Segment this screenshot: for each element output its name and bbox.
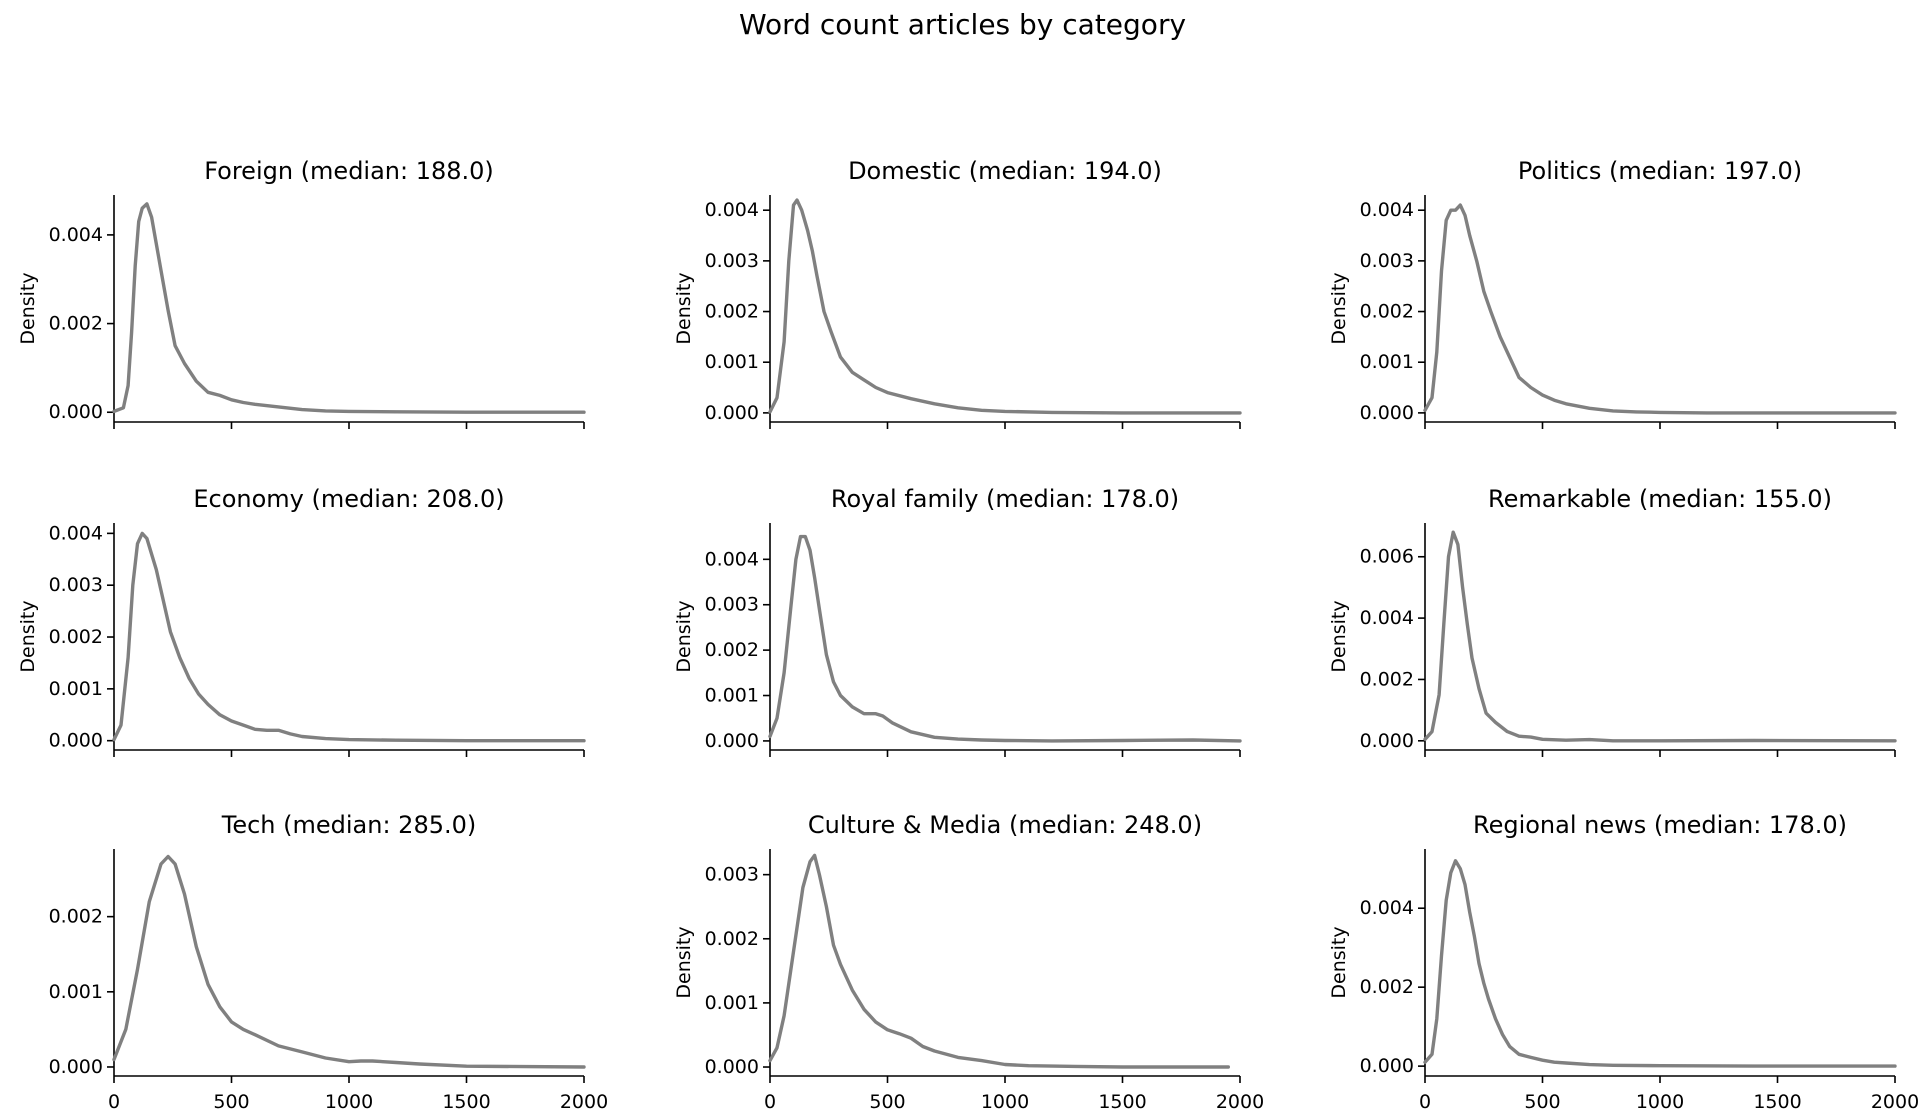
subplot: 0.000 0.001 0.002 0.003 0.004 Domestic (media… bbox=[673, 157, 1242, 429]
y-tick-label: 0.002 bbox=[705, 639, 759, 661]
y-tick-label: 0.000 bbox=[1360, 730, 1414, 752]
density-line bbox=[112, 854, 586, 1069]
y-tick-label: 0.002 bbox=[1360, 301, 1414, 323]
x-tick-label: 1500 bbox=[442, 1091, 490, 1113]
y-tick-label: 0.003 bbox=[705, 250, 759, 272]
subplot-title: Royal family (median: 178.0) bbox=[831, 485, 1179, 513]
y-axis-label: Density bbox=[673, 926, 695, 998]
y-tick-label: 0.006 bbox=[1360, 546, 1414, 568]
y-tick-label: 0.002 bbox=[49, 906, 103, 928]
y-tick-label: 0.002 bbox=[705, 928, 759, 950]
y-tick-label: 0.000 bbox=[1360, 402, 1414, 424]
y-tick-label: 0.001 bbox=[705, 351, 759, 373]
y-tick-label: 0.003 bbox=[705, 864, 759, 886]
density-line bbox=[1423, 859, 1897, 1068]
y-tick-label: 0.000 bbox=[49, 1056, 103, 1078]
y-tick-label: 0.001 bbox=[705, 992, 759, 1014]
y-tick-label: 0.000 bbox=[1360, 1055, 1414, 1077]
y-tick-label: 0.000 bbox=[705, 730, 759, 752]
x-tick-label: 500 bbox=[869, 1091, 905, 1113]
y-tick-label: 0.003 bbox=[1360, 250, 1414, 272]
y-tick-label: 0.000 bbox=[49, 401, 103, 423]
y-axis-label: Density bbox=[17, 600, 39, 672]
x-tick-label: 0 bbox=[108, 1091, 120, 1113]
subplot: 0.000 0.002 0.004 0.006 Remarkable (median: … bbox=[1328, 485, 1897, 757]
subplot-title: Culture & Media (median: 248.0) bbox=[808, 811, 1202, 839]
x-tick-label: 1500 bbox=[1098, 1091, 1146, 1113]
y-tick-label: 0.002 bbox=[1360, 668, 1414, 690]
figure-title: Word count articles by category bbox=[738, 8, 1187, 41]
y-tick-label: 0.000 bbox=[705, 1056, 759, 1078]
x-tick-label: 2000 bbox=[1216, 1091, 1264, 1113]
subplot-title: Regional news (median: 178.0) bbox=[1473, 811, 1847, 839]
subplot: 0.000 0.001 0.002 0 500 1000 1500 2000 Tech (med… bbox=[49, 811, 609, 1113]
y-tick-label: 0.002 bbox=[1360, 976, 1414, 998]
x-tick-label: 500 bbox=[1524, 1091, 1560, 1113]
x-tick-label: 2000 bbox=[1871, 1091, 1919, 1113]
density-line bbox=[1423, 530, 1897, 743]
x-tick-label: 1000 bbox=[325, 1091, 373, 1113]
x-tick-label: 2000 bbox=[560, 1091, 608, 1113]
y-tick-label: 0.002 bbox=[705, 301, 759, 323]
y-tick-label: 0.001 bbox=[705, 685, 759, 707]
y-axis-label: Density bbox=[1328, 272, 1350, 344]
x-tick-label: 0 bbox=[1419, 1091, 1431, 1113]
subplot-title: Politics (median: 197.0) bbox=[1518, 157, 1802, 185]
subplot: 0.000 0.001 0.002 0.003 0.004 Royal family (m… bbox=[673, 485, 1242, 757]
subplot: 0.000 0.002 0.004 0 500 1000 1500 2000 Regional … bbox=[1328, 811, 1919, 1113]
density-line bbox=[1423, 203, 1897, 415]
subplot-title: Tech (median: 285.0) bbox=[221, 811, 477, 839]
y-tick-label: 0.001 bbox=[49, 981, 103, 1003]
y-axis-label: Density bbox=[673, 272, 695, 344]
y-axis-label: Density bbox=[673, 600, 695, 672]
subplot: 0.000 0.001 0.002 0.003 0.004 Economy (median… bbox=[17, 485, 586, 757]
density-line bbox=[768, 534, 1242, 743]
y-tick-label: 0.004 bbox=[49, 522, 103, 544]
y-tick-label: 0.004 bbox=[49, 224, 103, 246]
density-line bbox=[112, 202, 586, 414]
y-tick-label: 0.004 bbox=[1360, 607, 1414, 629]
subplot-title: Economy (median: 208.0) bbox=[193, 485, 504, 513]
y-tick-label: 0.001 bbox=[1360, 351, 1414, 373]
x-tick-label: 0 bbox=[764, 1091, 776, 1113]
x-tick-label: 1500 bbox=[1753, 1091, 1801, 1113]
subplot: 0.000 0.001 0.002 0.003 0 500 1000 1500 2000 Cult… bbox=[673, 811, 1264, 1113]
density-line bbox=[768, 198, 1242, 415]
x-tick-label: 1000 bbox=[1636, 1091, 1684, 1113]
subplot-title: Remarkable (median: 155.0) bbox=[1488, 485, 1832, 513]
y-axis-label: Density bbox=[1328, 926, 1350, 998]
y-tick-label: 0.002 bbox=[49, 626, 103, 648]
y-tick-label: 0.001 bbox=[49, 678, 103, 700]
x-tick-label: 500 bbox=[213, 1091, 249, 1113]
subplot: 0.000 0.002 0.004 Foreign (median: 188.0) De… bbox=[17, 157, 586, 429]
y-tick-label: 0.003 bbox=[49, 574, 103, 596]
y-tick-label: 0.004 bbox=[1360, 199, 1414, 221]
subplot-title: Foreign (median: 188.0) bbox=[204, 157, 494, 185]
density-line bbox=[768, 853, 1231, 1069]
y-tick-label: 0.004 bbox=[705, 548, 759, 570]
y-axis-label: Density bbox=[17, 272, 39, 344]
y-tick-label: 0.004 bbox=[1360, 897, 1414, 919]
subplot-title: Domestic (median: 194.0) bbox=[848, 157, 1162, 185]
y-axis-label: Density bbox=[1328, 600, 1350, 672]
y-tick-label: 0.002 bbox=[49, 313, 103, 335]
subplot: 0.000 0.001 0.002 0.003 0.004 Politics (media… bbox=[1328, 157, 1897, 429]
y-tick-label: 0.003 bbox=[705, 594, 759, 616]
y-tick-label: 0.004 bbox=[705, 199, 759, 221]
y-tick-label: 0.000 bbox=[49, 730, 103, 752]
density-line bbox=[112, 531, 586, 743]
y-tick-label: 0.000 bbox=[705, 402, 759, 424]
x-tick-label: 1000 bbox=[981, 1091, 1029, 1113]
